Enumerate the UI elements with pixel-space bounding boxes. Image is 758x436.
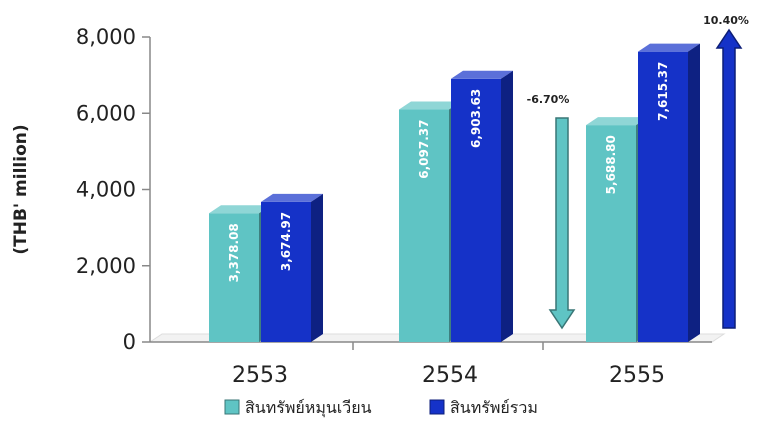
annotation-label: 10.40% — [703, 14, 749, 27]
data-label: 6,903.63 — [469, 89, 483, 148]
bar-top — [586, 117, 648, 126]
annotation-label: -6.70% — [527, 93, 570, 106]
y-tick-label: 8,000 — [76, 25, 136, 49]
bar-side — [311, 193, 323, 342]
bar-top — [209, 205, 271, 214]
y-tick-label: 2,000 — [76, 254, 136, 278]
bar — [586, 117, 648, 342]
legend-swatch — [429, 399, 445, 415]
x-tick-label: 2554 — [422, 363, 478, 388]
bar-front — [209, 213, 259, 342]
arrow-down-icon — [548, 117, 576, 330]
data-label: 3,674.97 — [279, 212, 293, 271]
legend-swatch — [224, 399, 240, 415]
bar-front — [399, 109, 449, 342]
legend-label: สินทรัพย์รวม — [450, 398, 538, 417]
y-tick-label: 0 — [123, 330, 136, 354]
arrow-up-icon — [715, 28, 743, 329]
bar-side — [501, 70, 513, 342]
bar-top — [638, 43, 700, 52]
y-tick-label: 4,000 — [76, 178, 136, 202]
y-axis-title: (THB' million) — [11, 124, 31, 254]
bar-top — [261, 193, 323, 202]
bar-front — [586, 125, 636, 342]
data-label: 3,378.08 — [227, 223, 241, 282]
legend-label: สินทรัพย์หมุนเวียน — [245, 398, 372, 418]
bar-top — [399, 101, 461, 110]
bar-front — [451, 78, 501, 342]
legend-swatch-front — [429, 399, 445, 415]
bar — [638, 43, 700, 342]
bar-front — [638, 51, 688, 342]
legend-swatch-front — [224, 399, 240, 415]
bar — [261, 193, 323, 342]
x-tick-label: 2555 — [609, 363, 665, 388]
bar-front — [261, 201, 311, 342]
bar-side — [688, 43, 700, 342]
bar-top — [451, 70, 513, 79]
data-label: 5,688.80 — [604, 135, 618, 194]
bar — [451, 70, 513, 342]
data-label: 7,615.37 — [656, 62, 670, 121]
x-tick-label: 2553 — [232, 363, 288, 388]
y-tick-label: 6,000 — [76, 101, 136, 125]
data-label: 6,097.37 — [417, 120, 431, 179]
